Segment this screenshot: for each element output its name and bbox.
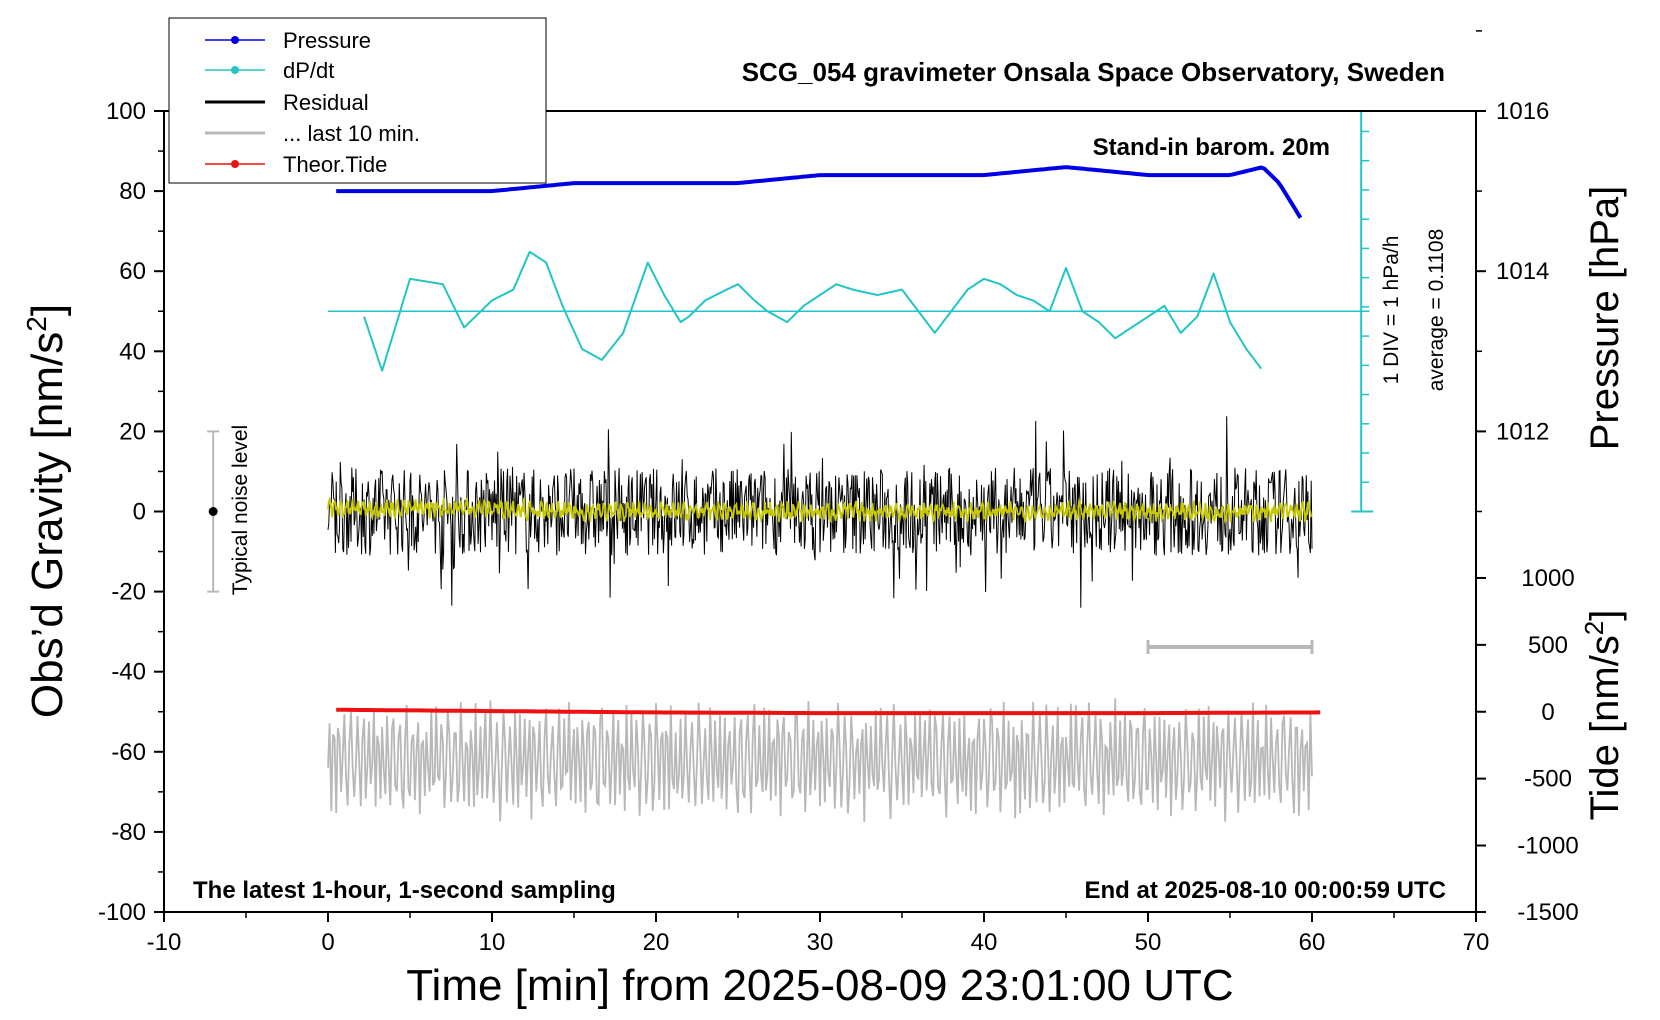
x-tick-label: 60 bbox=[1299, 929, 1326, 956]
legend-label-last10: ... last 10 min. bbox=[283, 121, 420, 146]
legend: Pressure dP/dt Residual ... last 10 min.… bbox=[168, 17, 547, 184]
y-axis-title-left-main: Obs’d Gravity [nm/s bbox=[23, 332, 72, 718]
tide-tick-label: 1000 bbox=[1521, 565, 1574, 592]
sampling-note: The latest 1-hour, 1-second sampling bbox=[193, 877, 616, 904]
y-axis-title-left-sup: 2 bbox=[21, 316, 52, 332]
y-tick-label: -80 bbox=[111, 819, 146, 846]
pressure-tick-label: 1012 bbox=[1496, 418, 1549, 445]
y-tick-label: -100 bbox=[98, 899, 146, 926]
x-tick-label: 30 bbox=[807, 929, 834, 956]
ticks-layer: -10 0 10 20 30 40 50 60 70-100-80-60-40-20020406… bbox=[98, 30, 1579, 956]
y-axis-title-left-close: ] bbox=[23, 304, 72, 316]
legend-marker-dpdt-dot bbox=[231, 66, 239, 74]
legend-label-tide: Theor.Tide bbox=[283, 152, 387, 177]
residual-line bbox=[327, 416, 1313, 608]
y-tick-label: -60 bbox=[111, 739, 146, 766]
x-tick-label: 10 bbox=[479, 929, 506, 956]
y-tick-label: 0 bbox=[133, 499, 146, 526]
y-tick-label: -40 bbox=[111, 659, 146, 686]
x-tick-label: -10 bbox=[147, 929, 182, 956]
x-tick-label: 20 bbox=[643, 929, 670, 956]
x-tick-label: 40 bbox=[971, 929, 998, 956]
x-tick-label: 70 bbox=[1463, 929, 1490, 956]
legend-items bbox=[205, 36, 265, 168]
y-axis-title-pressure: Pressure [hPa] bbox=[1583, 186, 1627, 451]
y-axis-title-tide: Tide [nm/s2] bbox=[1579, 610, 1627, 821]
pressure-tick-label: 1016 bbox=[1496, 98, 1549, 125]
last10-line bbox=[327, 698, 1313, 823]
y-tick-label: 80 bbox=[119, 178, 146, 205]
y-axis-title-tide-main: Tide [nm/s bbox=[1583, 635, 1627, 820]
noise-bar-center bbox=[208, 507, 218, 516]
barometer-note: Stand-in barom. 20m bbox=[1093, 134, 1330, 161]
smoothed-residual-line bbox=[327, 496, 1313, 525]
noise-label: Typical noise level bbox=[229, 425, 252, 595]
y-axis-title-tide-close: ] bbox=[1583, 610, 1627, 621]
x-tick-label: 0 bbox=[321, 929, 334, 956]
legend-label-pressure: Pressure bbox=[283, 28, 371, 53]
legend-marker-pressure-dot bbox=[231, 36, 239, 44]
y-axis-title-tide-sup: 2 bbox=[1579, 621, 1609, 635]
tide-tick-label: -1500 bbox=[1517, 899, 1578, 926]
x-tick-label: 50 bbox=[1135, 929, 1162, 956]
div-label: 1 DIV = 1 hPa/h bbox=[1380, 236, 1403, 385]
average-label: average = 0.1108 bbox=[1425, 229, 1448, 392]
y-tick-label: 100 bbox=[106, 98, 146, 125]
x-axis-title: Time [min] from 2025-08-09 23:01:00 UTC bbox=[406, 961, 1233, 1010]
tide-line bbox=[336, 707, 1321, 716]
y-axis-title-left: Obs’d Gravity [nm/s2] bbox=[21, 304, 72, 718]
legend-label-residual: Residual bbox=[283, 90, 369, 115]
chart-title: SCG_054 gravimeter Onsala Space Observat… bbox=[742, 57, 1445, 87]
tide-tick-label: 500 bbox=[1528, 632, 1568, 659]
legend-label-dpdt: dP/dt bbox=[283, 58, 334, 83]
pressure-tick-label: 1014 bbox=[1496, 258, 1549, 285]
y-tick-label: 60 bbox=[119, 258, 146, 285]
y-tick-label: -20 bbox=[111, 579, 146, 606]
tide-tick-label: 0 bbox=[1541, 699, 1554, 726]
y-tick-label: 40 bbox=[119, 338, 146, 365]
tide-tick-label: -1000 bbox=[1517, 833, 1578, 860]
dpdt-line bbox=[363, 250, 1262, 372]
series-layer bbox=[207, 111, 1374, 823]
end-time-note: End at 2025-08-10 00:00:59 UTC bbox=[1085, 877, 1447, 904]
tide-tick-label: -500 bbox=[1524, 766, 1572, 793]
legend-marker-tide-dot bbox=[231, 160, 239, 168]
y-tick-label: 20 bbox=[119, 418, 146, 445]
pressure-line bbox=[336, 165, 1303, 219]
